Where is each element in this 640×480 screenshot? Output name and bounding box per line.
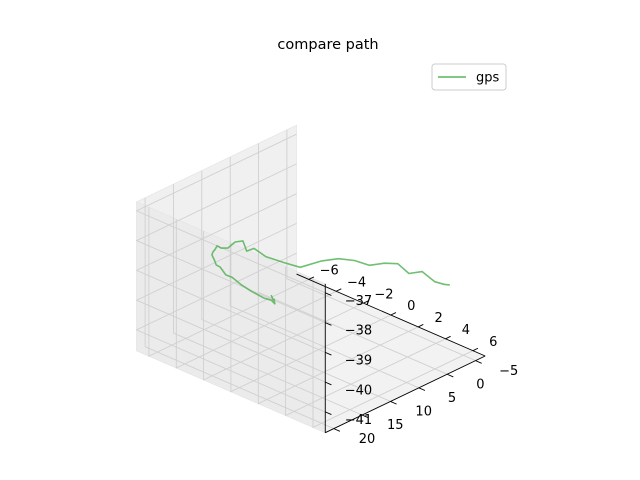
grid-line-x-0 <box>148 207 309 357</box>
z-tick-label-2: −39 <box>345 354 372 369</box>
x-tick-label-2: −2 <box>374 287 393 302</box>
y-axis-line <box>325 355 486 434</box>
y-tick-label-5: 20 <box>359 432 376 447</box>
x-tick-4 <box>417 324 424 328</box>
grid-line-x-1 <box>175 219 337 369</box>
x-tick-3 <box>390 312 397 316</box>
grid-line-z-3 <box>135 163 326 324</box>
x-tick-label-6: 6 <box>489 335 497 350</box>
grid-line-y-2 <box>229 157 419 389</box>
legend: gps <box>431 63 507 91</box>
grid-line-y-1 <box>258 143 448 375</box>
grid-line-y-4 <box>173 184 363 416</box>
y-tick-label-3: 10 <box>415 405 432 420</box>
z-tick-3 <box>325 322 332 326</box>
y-tick-5 <box>333 428 341 432</box>
x-tick-0 <box>308 276 315 280</box>
y-tick-0 <box>475 360 482 364</box>
z-tick-0 <box>325 411 332 415</box>
y-tick-label-2: 5 <box>448 391 456 406</box>
grid-line-y-3 <box>201 170 391 402</box>
x-tick-6 <box>472 347 479 352</box>
grid-line-y-5 <box>144 197 334 430</box>
y-tick-2 <box>418 387 426 391</box>
grid-line-z-1 <box>135 222 326 383</box>
y-tick-1 <box>446 373 454 378</box>
y-tick-3 <box>390 401 397 405</box>
y-tick-label-4: 15 <box>387 418 404 433</box>
z-tick-label-1: −40 <box>345 383 372 398</box>
grid-line-z-0 <box>135 252 326 413</box>
grid-line-x-2 <box>203 231 364 381</box>
x-tick-2 <box>363 300 369 304</box>
legend-frame <box>431 63 507 91</box>
grid-line-y-0 <box>286 129 476 362</box>
z-tick-label-0: −41 <box>345 413 372 428</box>
grid-line-x-5 <box>285 266 446 417</box>
legend-label-gps: gps <box>476 71 500 86</box>
y-tick-label-1: 0 <box>476 377 484 392</box>
axis-ticks <box>308 276 482 432</box>
x-tick-label-0: −6 <box>320 264 339 279</box>
grid-line-x-6 <box>312 278 474 429</box>
z-tick-1 <box>325 381 332 386</box>
grid-lines <box>135 129 476 430</box>
x-tick-label-5: 4 <box>462 323 470 338</box>
grid-line-z-4 <box>135 133 326 294</box>
x-tick-5 <box>445 335 451 340</box>
x-tick-1 <box>335 288 342 292</box>
axis-tick-labels: −6 −4 −2 0 2 4 6−5 0 5 10 15 20 −41 −40 −39 −38 −37 <box>320 264 519 447</box>
series-line-gps <box>211 240 451 305</box>
z-tick-4 <box>325 292 332 296</box>
x-tick-label-3: 0 <box>407 299 415 314</box>
y-tick-4 <box>361 414 369 419</box>
z-tick-label-4: −37 <box>345 294 372 309</box>
y-tick-label-0: −5 <box>499 364 518 379</box>
x-tick-label-1: −4 <box>347 276 366 291</box>
grid-line-x-4 <box>257 254 419 405</box>
z-tick-label-3: −38 <box>345 324 372 339</box>
chart-title: compare path <box>277 37 378 53</box>
grid-line-x-3 <box>230 242 391 393</box>
z-tick-2 <box>325 351 332 356</box>
x-tick-label-4: 2 <box>434 311 442 326</box>
grid-line-z-2 <box>135 193 326 353</box>
plot-area <box>211 240 451 305</box>
